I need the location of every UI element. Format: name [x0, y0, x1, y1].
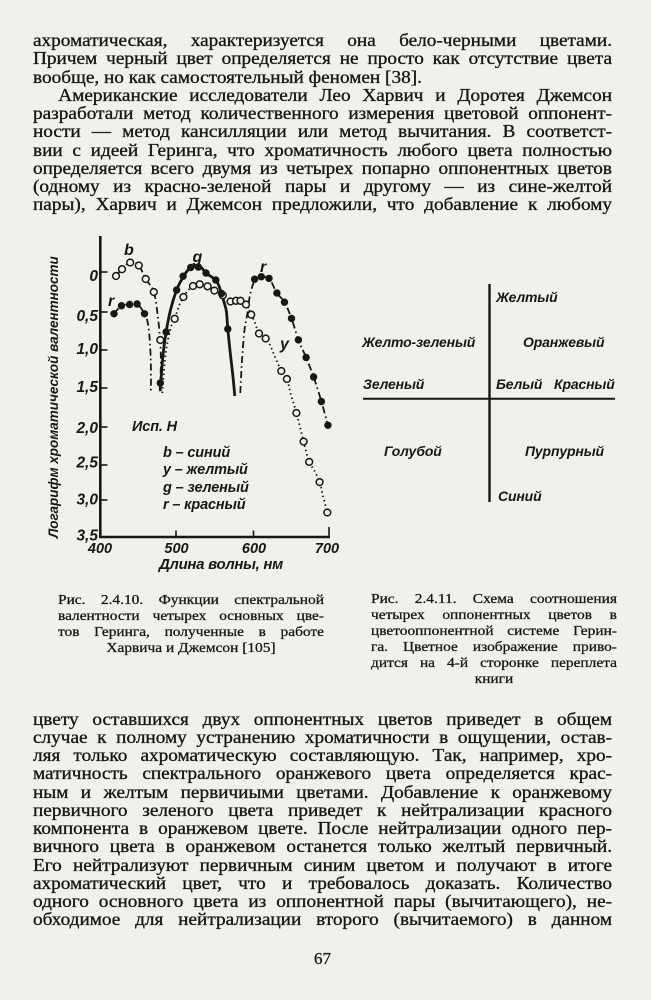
svg-text:3,0: 3,0 [76, 492, 98, 509]
svg-text:600: 600 [242, 541, 266, 557]
svg-text:2,5: 2,5 [75, 455, 98, 472]
svg-text:1,5: 1,5 [76, 379, 98, 396]
svg-text:400: 400 [87, 541, 112, 557]
svg-text:1,0: 1,0 [76, 341, 98, 358]
svg-text:g: g [192, 249, 203, 266]
svg-text:500: 500 [164, 541, 188, 557]
svg-text:2,0: 2,0 [75, 420, 98, 437]
svg-text:r: r [108, 293, 115, 310]
svg-text:r: r [260, 259, 267, 276]
svg-text:700: 700 [315, 541, 339, 557]
svg-text:0,5: 0,5 [76, 308, 98, 325]
svg-text:3,5: 3,5 [76, 528, 98, 545]
svg-text:y: y [279, 336, 290, 353]
svg-text:b: b [124, 242, 134, 259]
svg-text:0: 0 [89, 268, 98, 285]
